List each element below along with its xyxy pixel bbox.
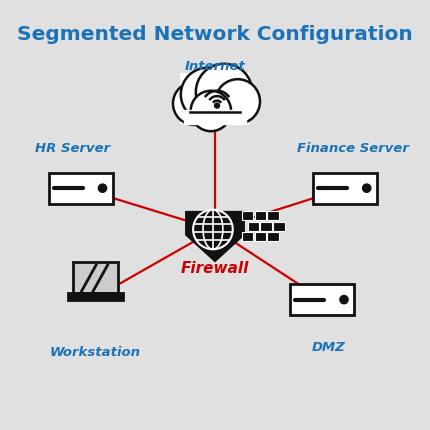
FancyBboxPatch shape: [68, 293, 123, 300]
FancyBboxPatch shape: [255, 232, 266, 241]
FancyBboxPatch shape: [49, 173, 113, 204]
FancyBboxPatch shape: [273, 221, 285, 230]
Circle shape: [190, 91, 231, 131]
Circle shape: [215, 103, 220, 108]
Text: Segmented Network Configuration: Segmented Network Configuration: [17, 25, 413, 44]
Circle shape: [98, 184, 107, 192]
Polygon shape: [180, 73, 250, 124]
Text: DMZ: DMZ: [312, 341, 345, 353]
FancyBboxPatch shape: [255, 211, 266, 220]
Circle shape: [215, 79, 260, 124]
FancyBboxPatch shape: [267, 232, 279, 241]
FancyBboxPatch shape: [242, 211, 253, 220]
FancyBboxPatch shape: [313, 173, 377, 204]
Text: HR Server: HR Server: [35, 141, 110, 155]
Circle shape: [196, 64, 252, 120]
Text: Internet: Internet: [184, 60, 246, 73]
PathPatch shape: [186, 212, 244, 261]
Circle shape: [340, 295, 348, 304]
Text: Firewall: Firewall: [181, 261, 249, 276]
FancyBboxPatch shape: [242, 232, 253, 241]
FancyBboxPatch shape: [267, 211, 279, 220]
FancyBboxPatch shape: [73, 262, 118, 293]
Circle shape: [173, 82, 216, 125]
Text: Finance Server: Finance Server: [298, 141, 409, 155]
Circle shape: [362, 184, 371, 192]
Circle shape: [181, 68, 234, 121]
FancyBboxPatch shape: [290, 284, 354, 315]
Text: Workstation: Workstation: [50, 346, 141, 359]
FancyBboxPatch shape: [261, 221, 272, 230]
FancyBboxPatch shape: [248, 221, 259, 230]
